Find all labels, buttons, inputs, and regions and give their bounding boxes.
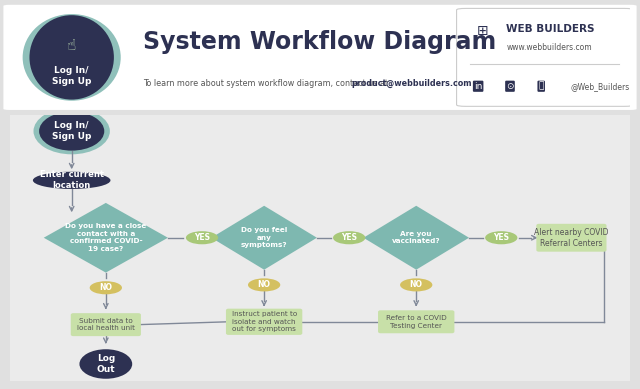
Text: ⊙: ⊙ — [506, 82, 514, 91]
Text: YES: YES — [341, 233, 357, 242]
Text: Submit data to
local health unit: Submit data to local health unit — [77, 318, 135, 331]
Text: ⊞: ⊞ — [476, 24, 488, 38]
Text: Instruct patient to
isolate and watch
out for symptoms: Instruct patient to isolate and watch ou… — [232, 311, 297, 332]
Text: Do you feel
any
symptoms?: Do you feel any symptoms? — [241, 227, 287, 248]
Text: NO: NO — [99, 283, 113, 292]
FancyBboxPatch shape — [71, 313, 141, 336]
Polygon shape — [364, 206, 469, 270]
FancyBboxPatch shape — [536, 224, 607, 252]
Text: in: in — [474, 82, 483, 91]
FancyBboxPatch shape — [6, 113, 634, 383]
Text: Refer to a COVID
Testing Center: Refer to a COVID Testing Center — [386, 315, 447, 329]
Text: 🐦: 🐦 — [538, 82, 544, 91]
Text: Alert nearby COVID
Referral Centers: Alert nearby COVID Referral Centers — [534, 228, 609, 248]
Text: YES: YES — [493, 233, 509, 242]
FancyBboxPatch shape — [226, 308, 302, 335]
Ellipse shape — [79, 349, 132, 379]
Text: WEB BUILDERS: WEB BUILDERS — [506, 23, 595, 33]
Text: Do you have a close
contact with a
confirmed COVID-
19 case?: Do you have a close contact with a confi… — [65, 224, 147, 252]
Ellipse shape — [485, 231, 517, 244]
FancyBboxPatch shape — [456, 9, 634, 106]
Text: YES: YES — [194, 233, 210, 242]
Text: To learn more about system workflow diagram, contact us at: To learn more about system workflow diag… — [143, 79, 390, 88]
Text: ☝: ☝ — [67, 37, 76, 53]
Ellipse shape — [186, 231, 218, 244]
Ellipse shape — [90, 281, 122, 294]
Text: Log
Out: Log Out — [97, 354, 115, 374]
Text: Enter current
location: Enter current location — [40, 170, 104, 190]
Polygon shape — [44, 203, 168, 273]
Ellipse shape — [400, 278, 433, 291]
Text: @Web_Builders: @Web_Builders — [571, 82, 630, 91]
Text: Log In/
Sign Up: Log In/ Sign Up — [52, 66, 92, 86]
Text: NO: NO — [258, 280, 271, 289]
Text: product@webbuilders.com: product@webbuilders.com — [352, 79, 472, 88]
Ellipse shape — [33, 108, 110, 154]
FancyBboxPatch shape — [3, 5, 637, 110]
Text: www.webbuilders.com: www.webbuilders.com — [506, 42, 592, 52]
Ellipse shape — [333, 231, 365, 244]
Text: NO: NO — [410, 280, 423, 289]
Ellipse shape — [33, 172, 111, 189]
Ellipse shape — [39, 112, 104, 151]
Ellipse shape — [248, 278, 280, 291]
Polygon shape — [211, 206, 317, 270]
Text: Log In/
Sign Up: Log In/ Sign Up — [52, 121, 92, 141]
Text: Are you
vaccinated?: Are you vaccinated? — [392, 231, 440, 245]
Ellipse shape — [29, 15, 114, 100]
Ellipse shape — [22, 14, 121, 101]
FancyBboxPatch shape — [378, 310, 454, 333]
Text: System Workflow Diagram: System Workflow Diagram — [143, 30, 497, 54]
